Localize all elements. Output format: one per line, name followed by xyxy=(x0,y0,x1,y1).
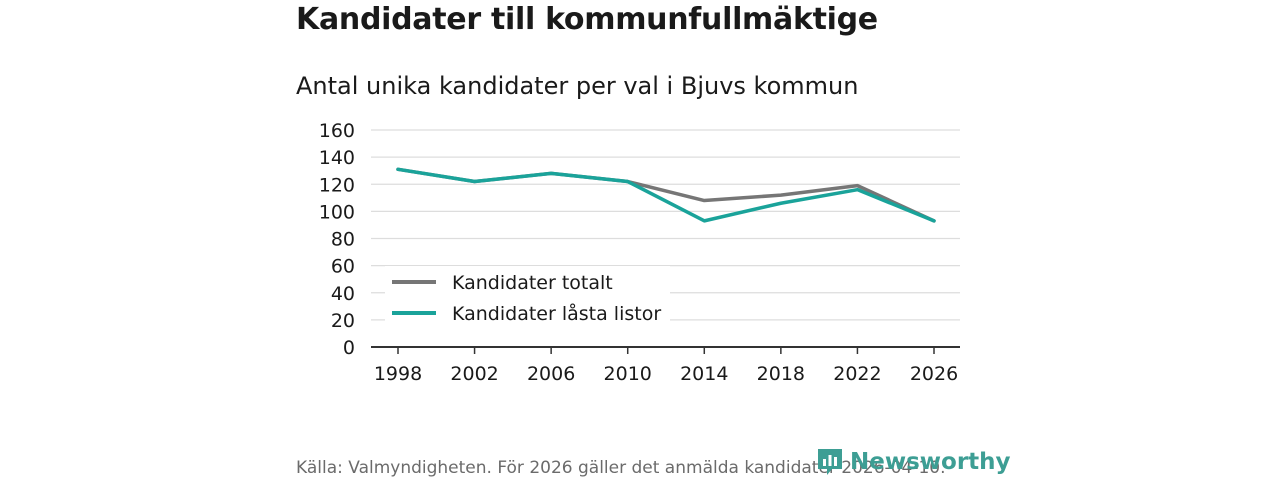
y-tick-label: 140 xyxy=(319,147,355,169)
x-tick-label: 2014 xyxy=(680,363,728,385)
y-tick-label: 100 xyxy=(319,201,355,223)
legend-background xyxy=(385,266,670,328)
legend: Kandidater totalt Kandidater låsta listor xyxy=(385,266,670,328)
x-tick-label: 2018 xyxy=(757,363,805,385)
legend-label: Kandidater totalt xyxy=(452,272,613,294)
y-tick-label: 160 xyxy=(319,120,355,142)
series-line-0 xyxy=(396,167,936,223)
source-note: Källa: Valmyndigheten. För 2026 gäller d… xyxy=(296,458,946,478)
legend-label: Kandidater låsta listor xyxy=(452,302,661,325)
newsworthy-logo-icon xyxy=(818,449,842,475)
x-tick-label: 2010 xyxy=(604,363,652,385)
x-tick-label: 1998 xyxy=(374,363,422,385)
y-tick-label: 60 xyxy=(331,256,355,278)
y-tick-label: 0 xyxy=(343,337,355,359)
chart-title: Kandidater till kommunfullmäktige xyxy=(296,2,878,37)
y-tick-label: 120 xyxy=(319,174,355,196)
y-axis-ticks: 0 20 40 60 80 100 120 140 160 xyxy=(319,120,355,359)
x-tick-label: 2022 xyxy=(833,363,881,385)
series-line-1 xyxy=(396,167,936,223)
x-tick-label: 2006 xyxy=(527,363,575,385)
y-tick-label: 40 xyxy=(331,283,355,305)
grid-lines xyxy=(371,129,960,348)
chart-subtitle: Antal unika kandidater per val i Bjuvs k… xyxy=(296,72,859,100)
x-tick-label: 2026 xyxy=(910,363,958,385)
brand-name: Newsworthy xyxy=(850,449,1011,475)
y-tick-label: 20 xyxy=(331,310,355,332)
series-lines xyxy=(396,167,936,223)
x-axis-ticks: 1998 2002 2006 2010 2014 2018 2022 2026 xyxy=(374,347,958,385)
y-tick-label: 80 xyxy=(331,229,355,251)
brand-logo: Newsworthy xyxy=(816,447,1011,477)
x-tick-label: 2002 xyxy=(450,363,498,385)
